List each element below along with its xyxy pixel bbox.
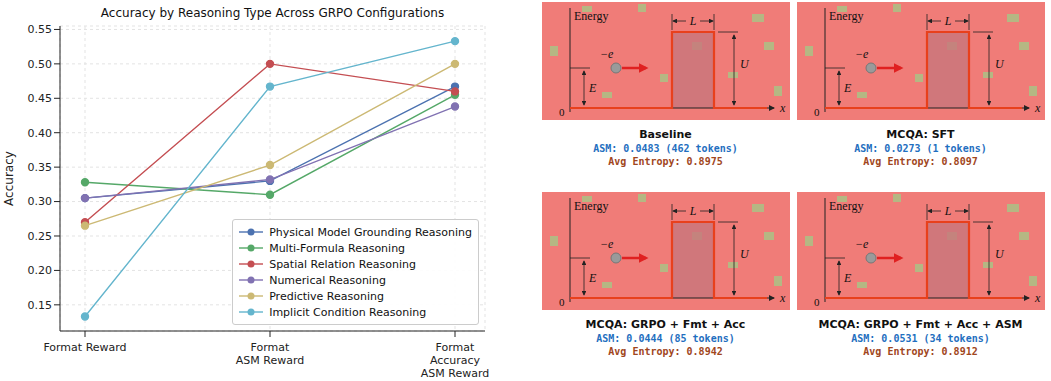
html-text:Implicit Condition Reasoning: Implicit Condition Reasoning <box>269 305 427 319</box>
svg-text:Format Reward: Format Reward <box>43 341 126 354</box>
svg-text:0.25: 0.25 <box>28 230 53 243</box>
html-text:Avg Entropy: 0.8942: Avg Entropy: 0.8942 <box>608 346 723 357</box>
html-text:Avg Entropy: 0.8097: Avg Entropy: 0.8097 <box>863 156 978 167</box>
svg-text:x: x <box>1034 291 1041 305</box>
svg-text:0: 0 <box>814 296 820 308</box>
svg-text:x: x <box>779 101 786 115</box>
html-text:Numerical Reasoning: Numerical Reasoning <box>269 273 386 287</box>
svg-text:U: U <box>995 247 1005 261</box>
svg-text:−e: −e <box>600 47 614 61</box>
svg-text:U: U <box>740 247 750 261</box>
svg-text:0.15: 0.15 <box>28 299 53 312</box>
html-text:Spatial Relation Reasoning: Spatial Relation Reasoning <box>269 257 416 271</box>
svg-text:L: L <box>688 204 696 218</box>
svg-text:U: U <box>740 57 750 71</box>
svg-text:E: E <box>588 271 597 285</box>
html-text:ASM: 0.0531 (34 tokens): ASM: 0.0531 (34 tokens) <box>851 333 990 344</box>
html-text:MCQA: GRPO + Fmt + Acc: MCQA: GRPO + Fmt + Acc <box>585 318 746 331</box>
svg-text:Energy: Energy <box>829 199 863 213</box>
html-text:Physical Model Grounding Reaso: Physical Model Grounding Reasoning <box>269 225 472 239</box>
html-text:MCQA: GRPO + Fmt + Acc + ASM: MCQA: GRPO + Fmt + Acc + ASM <box>818 318 1023 331</box>
svg-text:−e: −e <box>855 47 869 61</box>
svg-text:FormatAccuracyASM Reward: FormatAccuracyASM Reward <box>421 341 489 380</box>
html-text:Baseline: Baseline <box>639 128 692 141</box>
svg-text:0.20: 0.20 <box>28 264 53 277</box>
svg-text:−e: −e <box>600 237 614 251</box>
svg-text:L: L <box>943 204 951 218</box>
svg-text:0.55: 0.55 <box>28 23 53 36</box>
svg-text:L: L <box>943 14 951 28</box>
svg-text:x: x <box>779 291 786 305</box>
svg-text:Energy: Energy <box>574 9 608 23</box>
svg-text:0: 0 <box>559 106 565 118</box>
html-text:Multi-Formula Reasoning: Multi-Formula Reasoning <box>269 241 406 255</box>
svg-text:0.40: 0.40 <box>28 127 53 140</box>
svg-text:U: U <box>995 57 1005 71</box>
html-text:ASM: 0.0273 (1 tokens): ASM: 0.0273 (1 tokens) <box>854 143 987 154</box>
svg-text:0.50: 0.50 <box>28 58 53 71</box>
html-text:ASM: 0.0483 (462 tokens): ASM: 0.0483 (462 tokens) <box>593 143 738 154</box>
svg-text:x: x <box>1034 101 1041 115</box>
html-text:MCQA: SFT: MCQA: SFT <box>886 128 955 141</box>
svg-text:E: E <box>588 81 597 95</box>
html-text:Accuracy by Reasoning Type Acr: Accuracy by Reasoning Type Across GRPO C… <box>100 6 445 20</box>
html-text:Avg Entropy: 0.8912: Avg Entropy: 0.8912 <box>863 346 978 357</box>
svg-text:Energy: Energy <box>829 9 863 23</box>
svg-text:E: E <box>843 271 852 285</box>
html-text:ASM: 0.0444 (85 tokens): ASM: 0.0444 (85 tokens) <box>596 333 735 344</box>
html-text:Avg Entropy: 0.8975: Avg Entropy: 0.8975 <box>608 156 723 167</box>
svg-text:L: L <box>688 14 696 28</box>
svg-text:0.30: 0.30 <box>28 195 53 208</box>
svg-text:Accuracy: Accuracy <box>2 151 16 206</box>
svg-text:0.35: 0.35 <box>28 161 53 174</box>
svg-text:0: 0 <box>814 106 820 118</box>
html-text:Predictive Reasoning: Predictive Reasoning <box>269 289 384 303</box>
svg-text:−e: −e <box>855 237 869 251</box>
svg-text:E: E <box>843 81 852 95</box>
svg-text:0: 0 <box>559 296 565 308</box>
svg-text:FormatASM Reward: FormatASM Reward <box>236 341 304 367</box>
svg-text:Energy: Energy <box>574 199 608 213</box>
svg-text:0.45: 0.45 <box>28 92 53 105</box>
